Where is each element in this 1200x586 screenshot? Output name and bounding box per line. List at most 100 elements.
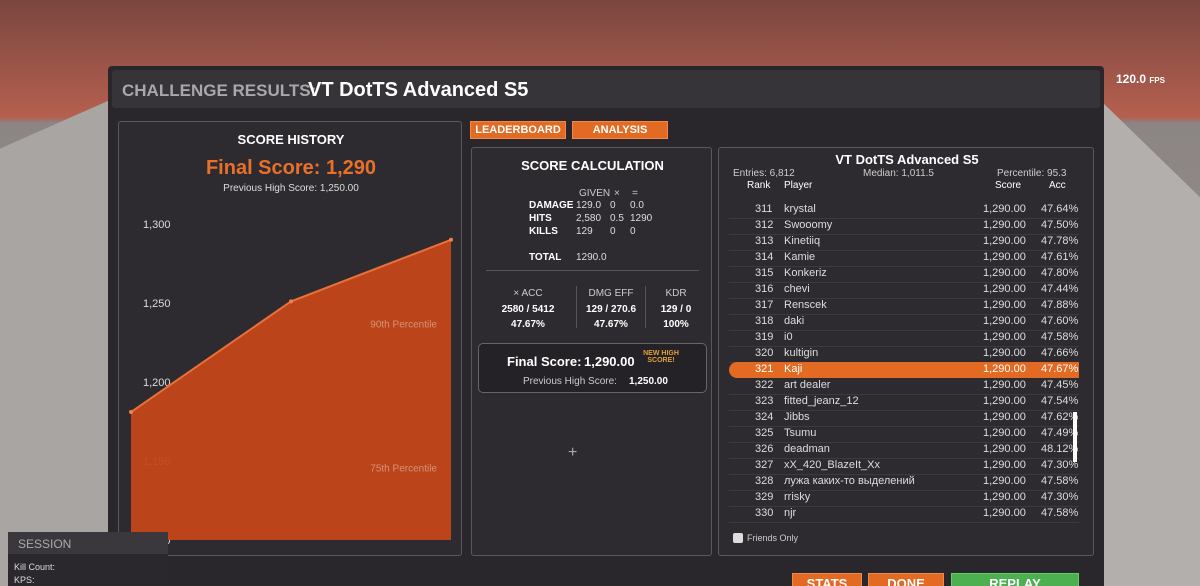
score: 1,290.00 [983,427,1026,439]
final-value: 1,290.00 [584,354,635,369]
score: 1,290.00 [983,507,1026,519]
player: Kaji [784,363,803,375]
median: Median: 1,011.5 [863,168,934,179]
acc: 47.30% [1041,491,1079,503]
rank: 315 [755,267,774,279]
score: 1,290.00 [983,347,1026,359]
player: лужа каких-то выделений [784,475,915,487]
score: 1,290.00 [983,315,1026,327]
previous-label: Previous High Score: [523,376,617,387]
row-label: KILLS [529,226,558,237]
player: krystal [784,203,816,215]
rank: 311 [755,203,773,215]
column-header: = [632,188,638,199]
score: 1,290.00 [983,459,1026,471]
acc: 47.78% [1041,235,1079,247]
player: fitted_jeanz_12 [784,395,859,407]
score: 1,290.00 [983,251,1026,263]
score: 1,290.00 [983,443,1026,455]
player: Swooomy [784,219,833,231]
rank: 330 [755,507,774,519]
rank: 321 [755,363,774,375]
cell: 0.5 [610,213,624,224]
button[interactable]: STATS [792,573,862,586]
cell: 0 [610,226,616,237]
session-header [8,532,168,554]
highlighted-row: 321 Kaji 1,290.00 47.67% [729,362,1079,378]
rank: 325 [755,427,774,439]
score: 1,290.00 [983,491,1026,503]
row-label: HITS [529,213,552,224]
final-label: Final Score: [507,354,582,369]
leaderboard-row: 329 rrisky 1,290.00 47.30% [729,490,1079,507]
divider [576,286,577,328]
panel-title: SCORE HISTORY [237,132,345,147]
acc: 47.50% [1041,219,1079,231]
cursor: + [568,444,578,461]
player: njr [784,507,797,519]
score: 1,290.00 [983,395,1026,407]
player: rrisky [784,491,811,503]
acc: 47.45% [1041,379,1079,391]
fps: 120.0 FPS [1116,72,1165,86]
player: i0 [784,331,793,343]
stat-ratio: 129 / 0 [660,304,692,315]
score: 1,290.00 [983,219,1026,231]
leaderboard-row: 327 xX_420_BlazeIt_Xx 1,290.00 47.30% [729,458,1079,475]
area [131,239,451,541]
acc: 47.62% [1041,411,1079,423]
leaderboard-row: 313 Kinetiiq 1,290.00 47.78% [729,234,1079,251]
score: 1,290.00 [983,411,1026,423]
score: 1,290.00 [983,283,1026,295]
leaderboard-row: 323 fitted_jeanz_12 1,290.00 47.54% [729,394,1079,411]
header-title: VT DotTS Advanced S5 [308,79,529,101]
percentile-label: 75th Percentile [370,463,437,474]
entries: Entries: 6,812 [733,168,795,179]
acc: 47.67% [1041,363,1079,375]
cell: 0.0 [630,200,644,211]
new-high-badge: NEW HIGH SCORE! [643,350,679,364]
y-tick-label: 1,300 [143,219,171,231]
friends-only: Friends Only [747,533,799,543]
player: Jibbs [784,411,810,423]
tab-button[interactable]: ANALYSIS [572,121,668,139]
leaderboard-row: 326 deadman 1,290.00 48.12% [729,442,1079,459]
acc: 47.66% [1041,347,1079,359]
column-header: Player [784,180,813,191]
acc: 47.58% [1041,331,1079,343]
rank: 313 [755,235,774,247]
percentile-label: 90th Percentile [370,320,437,331]
leaderboard-row: 312 Swooomy 1,290.00 47.50% [729,218,1079,235]
cell: 1290.0 [576,252,607,263]
button[interactable]: DONE [868,573,944,586]
leaderboard-row: 322 art dealer 1,290.00 47.45% [729,378,1079,395]
leaderboard-row: 325 Tsumu 1,290.00 47.49% [729,426,1079,443]
leaderboard-row: 324 Jibbs 1,290.00 47.62% [729,410,1079,427]
leaderboard-panel: VT DotTS Advanced S5 Entries: 6,812 Medi… [718,147,1094,556]
score: 1,290.00 [983,299,1026,311]
rank: 316 [755,283,774,295]
cell: 2,580 [576,213,602,224]
rank: 327 [755,459,774,471]
leaderboard-row: 318 daki 1,290.00 47.60% [729,314,1079,331]
rank: 323 [755,395,774,407]
tab-button[interactable]: LEADERBOARD [470,121,566,139]
header-label: CHALLENGE RESULTS: [122,81,317,100]
point [449,237,453,242]
acc: 47.30% [1041,459,1079,471]
button[interactable]: REPLAY [951,573,1079,586]
point [129,410,133,415]
scrollbar[interactable] [1073,412,1077,462]
divider [486,270,699,271]
stat-value: 47.67% [594,319,628,330]
leaderboard-row: 314 Kamie 1,290.00 47.61% [729,250,1079,267]
rank: 326 [755,443,774,455]
checkbox[interactable] [733,533,743,543]
stat-label: DMG EFF [588,288,634,299]
rank: 318 [755,315,774,327]
rank: 312 [755,219,774,231]
leaderboard-row: 317 Renscek 1,290.00 47.88% [729,298,1079,315]
score: 1,290.00 [983,235,1026,247]
rank: 328 [755,475,774,487]
